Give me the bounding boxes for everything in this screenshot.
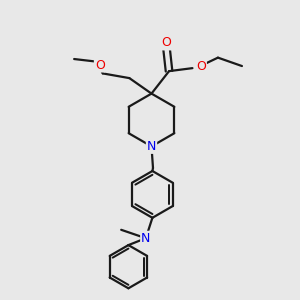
- Text: O: O: [162, 36, 172, 50]
- Text: N: N: [147, 140, 156, 153]
- Text: N: N: [141, 232, 151, 245]
- Text: O: O: [95, 58, 105, 71]
- Text: O: O: [196, 60, 206, 73]
